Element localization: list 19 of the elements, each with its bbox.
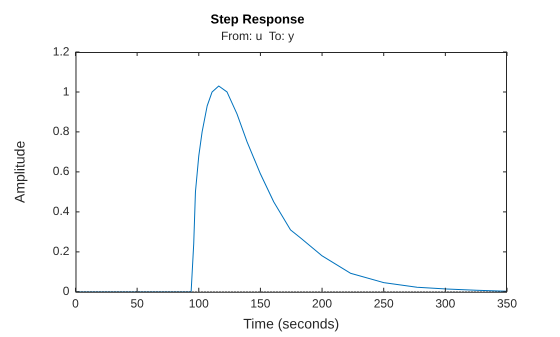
y-tick-label: 0.2: [52, 244, 70, 258]
x-tick-label: 250: [374, 296, 394, 310]
chart-subtitle: From: u To: y: [220, 29, 294, 44]
y-tick-label: 0.6: [52, 164, 70, 178]
x-tick-label: 150: [250, 296, 271, 310]
y-tick-label: 1.2: [52, 44, 70, 58]
chart-title: Step Response: [210, 11, 304, 26]
x-tick-label: 300: [435, 296, 456, 310]
x-tick-label: 350: [496, 296, 518, 310]
y-axis-title: Amplitude: [11, 140, 28, 204]
y-tick-label: 0.4: [52, 204, 70, 218]
x-tick-label: 0: [72, 296, 80, 310]
y-tick-label: 0.8: [52, 124, 70, 138]
y-tick-label: 1: [62, 84, 70, 98]
x-tick-label: 200: [312, 296, 332, 310]
x-axis-title: Time (seconds): [243, 315, 340, 332]
x-tick-label: 50: [130, 296, 144, 310]
x-tick-label: 100: [188, 296, 210, 310]
y-tick-label: 0: [62, 284, 70, 298]
